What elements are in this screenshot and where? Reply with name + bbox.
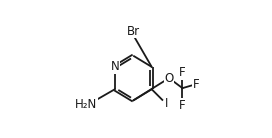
Text: N: N [110,60,119,73]
Text: I: I [165,97,168,110]
Text: F: F [179,66,186,79]
Text: F: F [193,78,199,91]
Text: H₂N: H₂N [75,98,97,111]
Text: Br: Br [127,25,140,38]
Text: F: F [179,99,186,112]
Text: O: O [164,72,174,85]
